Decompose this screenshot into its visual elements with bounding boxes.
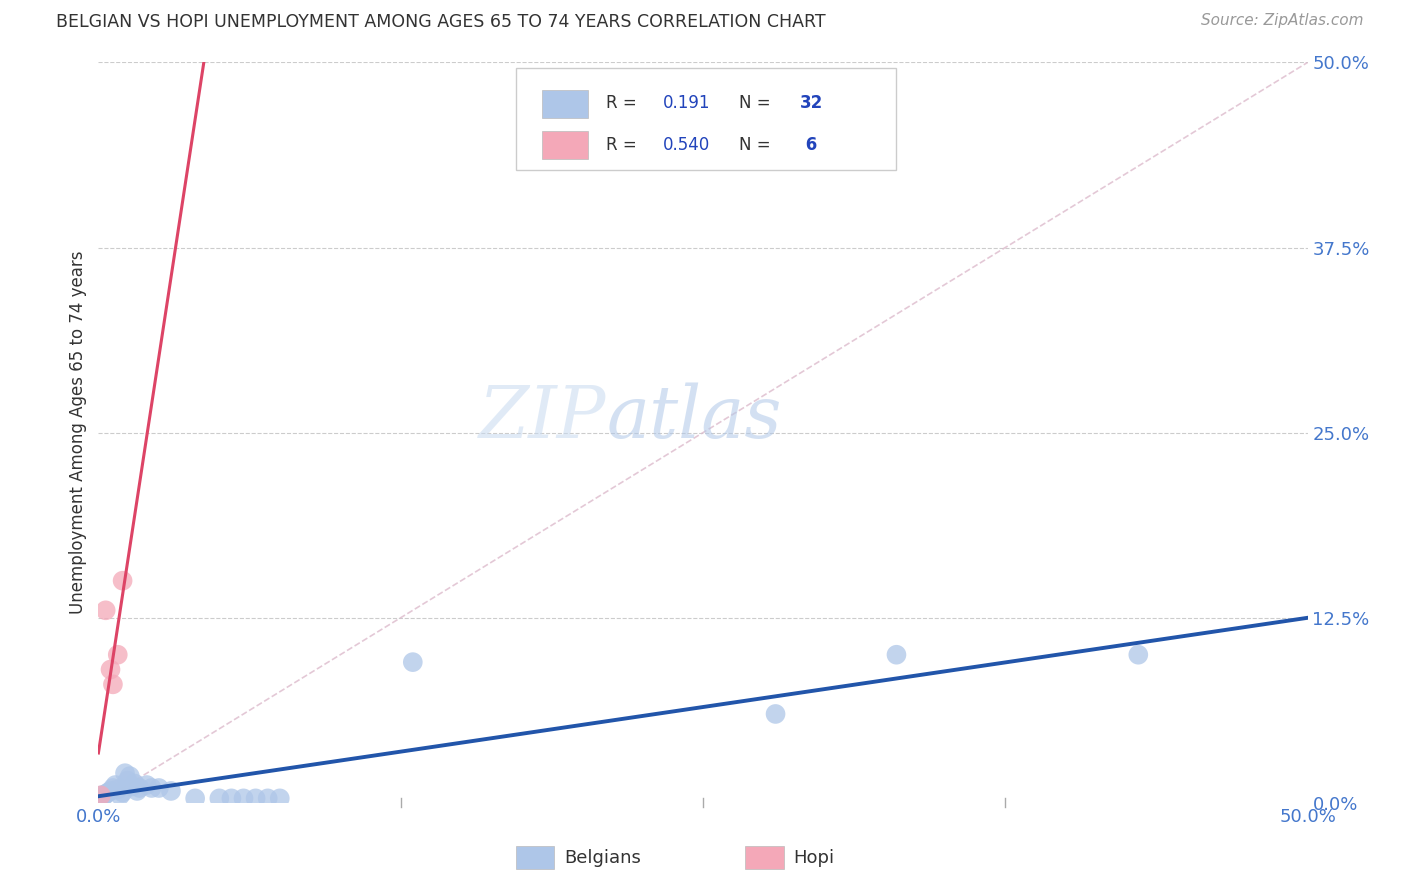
Text: 32: 32 [800,95,823,112]
FancyBboxPatch shape [516,68,897,169]
Point [108,789,131,803]
Text: N =: N = [740,95,770,112]
FancyBboxPatch shape [516,846,554,870]
Point [91,789,114,804]
Point [100,663,122,677]
Point [121,780,143,794]
Text: N =: N = [740,136,770,153]
Point [111,785,134,799]
Text: 0.540: 0.540 [664,136,710,153]
Text: 6: 6 [800,136,817,153]
Point [141,780,163,795]
Text: ZIP: ZIP [479,383,606,453]
Text: atlas: atlas [606,383,782,453]
Point [221,791,243,805]
Point [94,787,117,801]
Point [184,791,207,805]
Point [111,574,134,588]
Point [94,603,117,617]
Point [100,784,122,798]
FancyBboxPatch shape [745,846,785,870]
FancyBboxPatch shape [543,90,588,118]
Text: Belgians: Belgians [564,849,641,867]
Point [232,791,254,805]
Text: 0.191: 0.191 [664,95,710,112]
Point [90,789,112,803]
Point [135,778,157,792]
Point [256,791,278,805]
Text: BELGIAN VS HOPI UNEMPLOYMENT AMONG AGES 65 TO 74 YEARS CORRELATION CHART: BELGIAN VS HOPI UNEMPLOYMENT AMONG AGES … [56,13,825,31]
Point [160,784,183,798]
Point [402,655,425,669]
Point [148,780,170,795]
Point [107,782,129,797]
FancyBboxPatch shape [543,131,588,160]
Text: R =: R = [606,95,637,112]
Text: Source: ZipAtlas.com: Source: ZipAtlas.com [1201,13,1364,29]
Point [90,789,112,803]
Point [107,648,129,662]
Y-axis label: Unemployment Among Ages 65 to 74 years: Unemployment Among Ages 65 to 74 years [69,251,87,615]
Point [97,785,120,799]
Point [765,706,787,721]
Point [101,677,124,691]
Point [245,791,267,805]
Point [101,780,124,795]
Point [127,784,149,798]
Point [269,791,291,805]
Point [886,648,908,662]
Point [117,773,139,788]
Point [128,780,150,795]
Point [208,791,231,805]
Point [114,766,136,780]
Point [1128,648,1150,662]
Point [124,776,146,790]
Point [118,769,141,783]
Text: R =: R = [606,136,637,153]
Text: Hopi: Hopi [793,849,835,867]
Point [104,778,127,792]
